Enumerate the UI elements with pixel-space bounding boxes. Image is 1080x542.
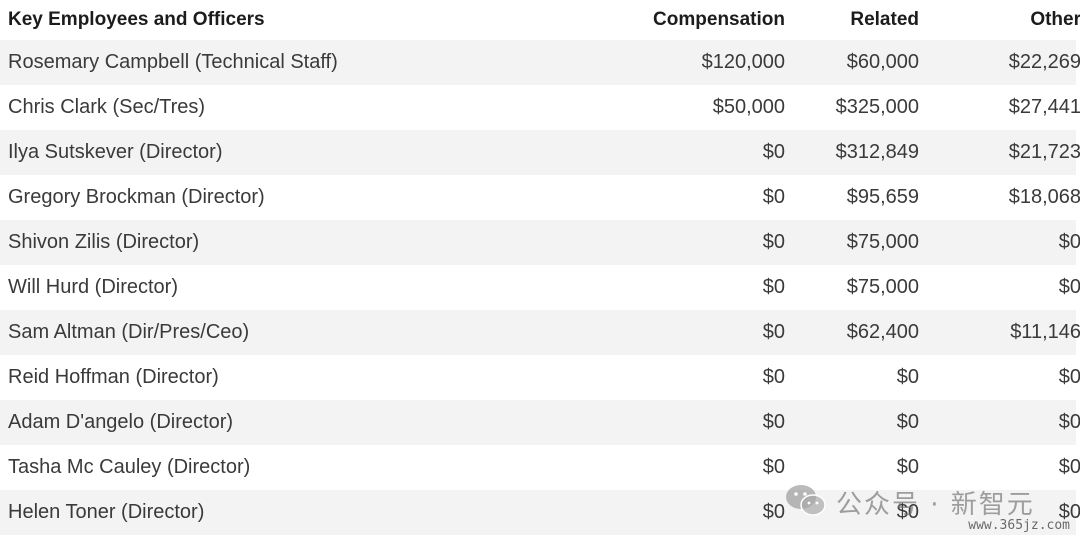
table-row: Shivon Zilis (Director) $0 $75,000 $0: [0, 220, 1080, 265]
cell-other: $0: [1058, 276, 1080, 298]
cell-name: Helen Toner (Director): [8, 501, 205, 523]
cell-compensation: $0: [762, 141, 785, 163]
cell-related: $75,000: [846, 276, 919, 298]
cell-compensation: $0: [762, 366, 785, 388]
cell-name: Shivon Zilis (Director): [8, 231, 200, 253]
table-row: Rosemary Campbell (Technical Staff) $120,…: [0, 40, 1080, 85]
cell-compensation: $0: [762, 186, 785, 208]
cell-related: $0: [896, 501, 919, 523]
cell-other: $11,146: [1010, 321, 1080, 343]
cell-name: Reid Hoffman (Director): [8, 366, 219, 388]
header-key-employees: Key Employees and Officers: [8, 9, 265, 30]
cell-compensation: $0: [762, 411, 785, 433]
cell-other: $0: [1058, 411, 1080, 433]
cell-other: $0: [1058, 501, 1080, 523]
cell-related: $0: [896, 366, 919, 388]
cell-related: $0: [896, 411, 919, 433]
header-other: Other: [1030, 9, 1080, 30]
cell-other: $18,068: [1008, 186, 1080, 208]
cell-name: Will Hurd (Director): [8, 276, 178, 298]
cell-related: $325,000: [835, 96, 919, 118]
cell-compensation: $0: [762, 501, 785, 523]
cell-compensation: $0: [762, 321, 785, 343]
cell-other: $22,269: [1008, 51, 1080, 73]
cell-other: $0: [1058, 231, 1080, 253]
table-row: Tasha Mc Cauley (Director) $0 $0 $0: [0, 445, 1080, 490]
cell-name: Adam D'angelo (Director): [8, 411, 234, 433]
header-compensation: Compensation: [653, 9, 785, 30]
cell-compensation: $50,000: [712, 96, 785, 118]
cell-related: $62,400: [846, 321, 919, 343]
cell-other: $27,441: [1008, 96, 1080, 118]
cell-related: $312,849: [835, 141, 919, 163]
table-row: Gregory Brockman (Director) $0 $95,659 $18,…: [0, 175, 1080, 220]
cell-other: $21,723: [1008, 141, 1080, 163]
table-row: Helen Toner (Director) $0 $0 $0: [0, 490, 1080, 535]
cell-related: $95,659: [846, 186, 919, 208]
cell-other: $0: [1058, 456, 1080, 478]
table-row: Will Hurd (Director) $0 $75,000 $0: [0, 265, 1080, 310]
cell-compensation: $0: [762, 231, 785, 253]
cell-compensation: $0: [762, 456, 785, 478]
table-row: Chris Clark (Sec/Tres) $50,000 $325,000 $27…: [0, 85, 1080, 130]
cell-name: Sam Altman (Dir/Pres/Ceo): [8, 321, 250, 343]
table-row: Reid Hoffman (Director) $0 $0 $0: [0, 355, 1080, 400]
cell-related: $60,000: [846, 51, 919, 73]
cell-name: Ilya Sutskever (Director): [8, 141, 223, 163]
cell-other: $0: [1058, 366, 1080, 388]
header-related: Related: [850, 9, 919, 30]
cell-related: $75,000: [846, 231, 919, 253]
cell-compensation: $120,000: [701, 51, 785, 73]
cell-name: Tasha Mc Cauley (Director): [8, 456, 251, 478]
table-row: Ilya Sutskever (Director) $0 $312,849 $21,7…: [0, 130, 1080, 175]
cell-compensation: $0: [762, 276, 785, 298]
table-row: Adam D'angelo (Director) $0 $0 $0: [0, 400, 1080, 445]
cell-name: Gregory Brockman (Director): [8, 186, 265, 208]
table-row: Sam Altman (Dir/Pres/Ceo) $0 $62,400 $11,14…: [0, 310, 1080, 355]
cell-name: Chris Clark (Sec/Tres): [8, 96, 206, 118]
cell-name: Rosemary Campbell (Technical Staff): [8, 51, 338, 73]
cell-related: $0: [896, 456, 919, 478]
table-body: Rosemary Campbell (Technical Staff) $120,…: [0, 40, 1080, 535]
table-header-row: Key Employees and Officers Compensation …: [0, 0, 1080, 40]
